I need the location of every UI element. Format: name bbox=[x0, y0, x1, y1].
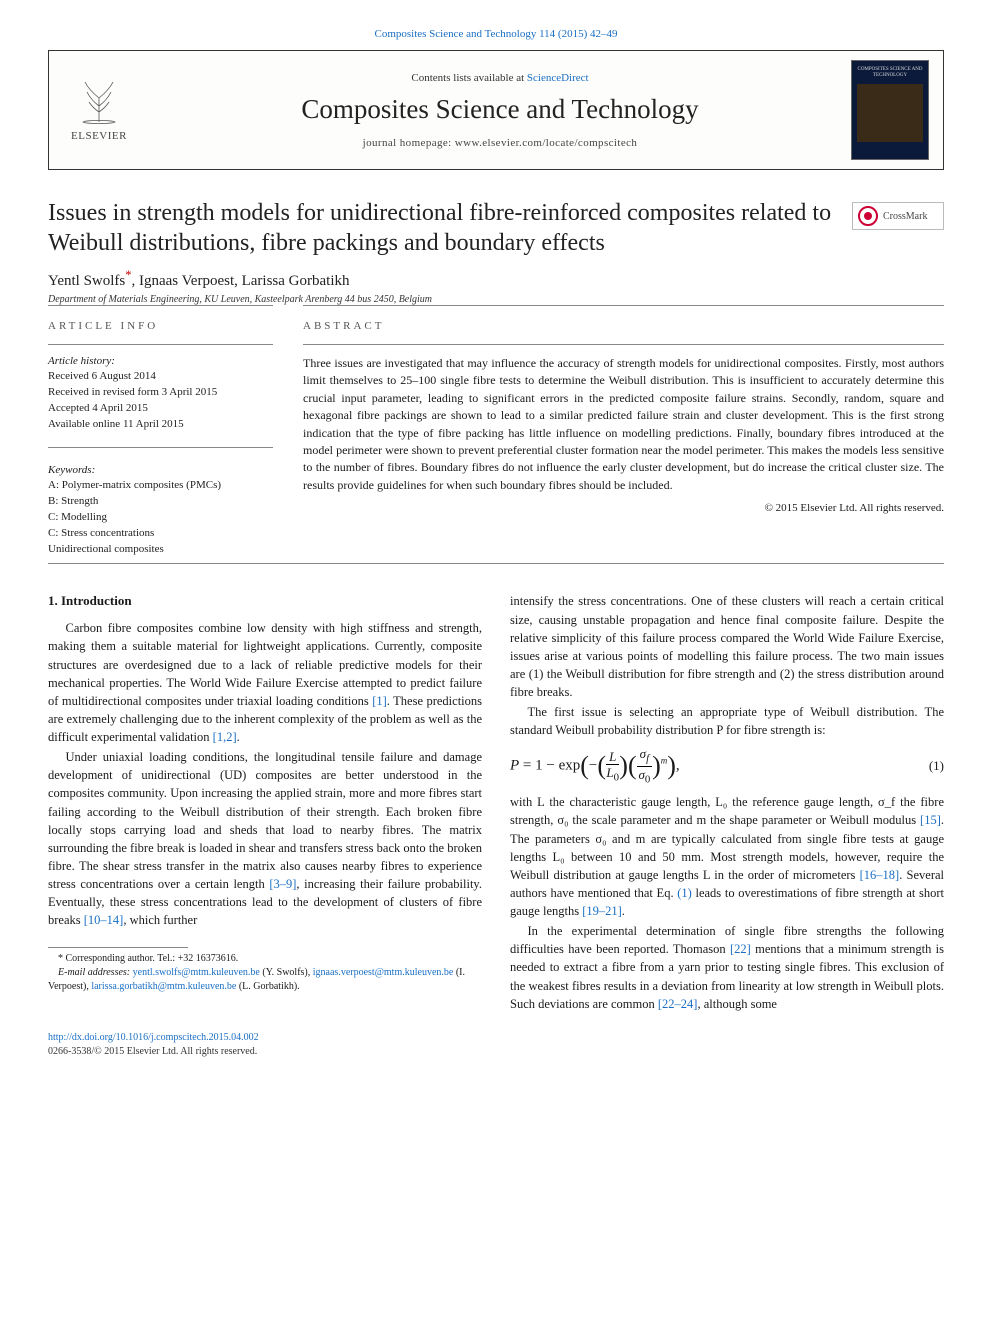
keywords-label: Keywords: bbox=[48, 464, 273, 476]
author-list: Yentl Swolfs*, Ignaas Verpoest, Larissa … bbox=[48, 268, 944, 290]
keyword: Unidirectional composites bbox=[48, 542, 273, 558]
journal-cover-thumb: COMPOSITES SCIENCE AND TECHNOLOGY bbox=[851, 60, 929, 160]
history-item: Received in revised form 3 April 2015 bbox=[48, 385, 273, 401]
email-link[interactable]: yentl.swolfs@mtm.kuleuven.be bbox=[133, 967, 260, 978]
citation-link[interactable]: [1] bbox=[372, 694, 387, 708]
history-item: Accepted 4 April 2015 bbox=[48, 401, 273, 417]
equation: P = 1 − exp(−(LL0)(σfσ0)m), (1) bbox=[510, 747, 944, 785]
contents-prefix: Contents lists available at bbox=[411, 72, 526, 84]
article-info-column: article info Article history: Received 6… bbox=[48, 305, 273, 557]
history-item: Received 6 August 2014 bbox=[48, 369, 273, 385]
crossmark-icon bbox=[858, 206, 878, 226]
author: Yentl Swolfs bbox=[48, 273, 125, 289]
elsevier-tree-icon bbox=[75, 78, 123, 130]
page-footer: http://dx.doi.org/10.1016/j.compscitech.… bbox=[48, 1031, 944, 1059]
masthead-center: Contents lists available at ScienceDirec… bbox=[149, 72, 851, 149]
corresponding-footnote: * Corresponding author. Tel.: +32 163736… bbox=[48, 952, 482, 966]
abstract-copyright: © 2015 Elsevier Ltd. All rights reserved… bbox=[303, 502, 944, 514]
body-paragraph: with L the characteristic gauge length, … bbox=[510, 793, 944, 920]
body-paragraph: The first issue is selecting an appropri… bbox=[510, 703, 944, 739]
history-item: Available online 11 April 2015 bbox=[48, 417, 273, 433]
sciencedirect-link[interactable]: ScienceDirect bbox=[527, 72, 589, 84]
top-citation[interactable]: Composites Science and Technology 114 (2… bbox=[48, 28, 944, 40]
article-body: 1. Introduction Carbon fibre composites … bbox=[48, 592, 944, 1014]
abstract-text: Three issues are investigated that may i… bbox=[303, 355, 944, 494]
affiliation: Department of Materials Engineering, KU … bbox=[48, 294, 944, 305]
citation-link[interactable]: [22] bbox=[730, 942, 751, 956]
citation-link[interactable]: [19–21] bbox=[582, 904, 622, 918]
cover-thumb-label: COMPOSITES SCIENCE AND TECHNOLOGY bbox=[852, 65, 928, 81]
article-title: Issues in strength models for unidirecti… bbox=[48, 198, 836, 258]
email-footnote: E-mail addresses: yentl.swolfs@mtm.kuleu… bbox=[48, 966, 482, 994]
abstract-heading: abstract bbox=[303, 320, 944, 332]
homepage-url[interactable]: www.elsevier.com/locate/compscitech bbox=[455, 137, 638, 149]
journal-masthead: ELSEVIER Contents lists available at Sci… bbox=[48, 50, 944, 170]
citation-link[interactable]: (1) bbox=[677, 886, 692, 900]
footnotes: * Corresponding author. Tel.: +32 163736… bbox=[48, 952, 482, 994]
citation-link[interactable]: [15] bbox=[920, 813, 941, 827]
body-paragraph: Under uniaxial loading conditions, the l… bbox=[48, 748, 482, 929]
crossmark-badge[interactable]: CrossMark bbox=[852, 202, 944, 230]
journal-homepage: journal homepage: www.elsevier.com/locat… bbox=[149, 137, 851, 149]
footnote-separator bbox=[48, 947, 188, 948]
body-paragraph: In the experimental determination of sin… bbox=[510, 922, 944, 1013]
email-link[interactable]: ignaas.verpoest@mtm.kuleuven.be bbox=[313, 967, 454, 978]
citation-link[interactable]: [10–14] bbox=[84, 913, 124, 927]
history-label: Article history: bbox=[48, 355, 273, 367]
crossmark-label: CrossMark bbox=[883, 211, 927, 222]
citation-link[interactable]: [22–24] bbox=[658, 997, 698, 1011]
article-info-heading: article info bbox=[48, 320, 273, 332]
email-link[interactable]: larissa.gorbatikh@mtm.kuleuven.be bbox=[91, 981, 236, 992]
keyword: B: Strength bbox=[48, 494, 273, 510]
citation-link[interactable]: [1,2] bbox=[213, 730, 237, 744]
keyword: A: Polymer-matrix composites (PMCs) bbox=[48, 478, 273, 494]
publisher-name: ELSEVIER bbox=[71, 130, 127, 142]
issn-copyright: 0266-3538/© 2015 Elsevier Ltd. All right… bbox=[48, 1045, 944, 1059]
divider bbox=[48, 447, 273, 448]
cover-thumb-image bbox=[857, 84, 923, 142]
publisher-logo: ELSEVIER bbox=[49, 78, 149, 142]
doi-link[interactable]: http://dx.doi.org/10.1016/j.compscitech.… bbox=[48, 1032, 259, 1043]
keyword: C: Stress concentrations bbox=[48, 526, 273, 542]
contents-line: Contents lists available at ScienceDirec… bbox=[149, 72, 851, 84]
journal-name: Composites Science and Technology bbox=[149, 94, 851, 125]
abstract-column: abstract Three issues are investigated t… bbox=[303, 305, 944, 557]
body-paragraph: intensify the stress concentrations. One… bbox=[510, 592, 944, 701]
section-heading: 1. Introduction bbox=[48, 592, 482, 611]
divider bbox=[48, 563, 944, 564]
equation-number: (1) bbox=[914, 757, 944, 776]
homepage-label: journal homepage: bbox=[363, 137, 455, 149]
citation-link[interactable]: [16–18] bbox=[860, 868, 900, 882]
citation-link[interactable]: [3–9] bbox=[269, 877, 296, 891]
keyword: C: Modelling bbox=[48, 510, 273, 526]
author: , Ignaas Verpoest, Larissa Gorbatikh bbox=[132, 273, 350, 289]
body-paragraph: Carbon fibre composites combine low dens… bbox=[48, 619, 482, 746]
